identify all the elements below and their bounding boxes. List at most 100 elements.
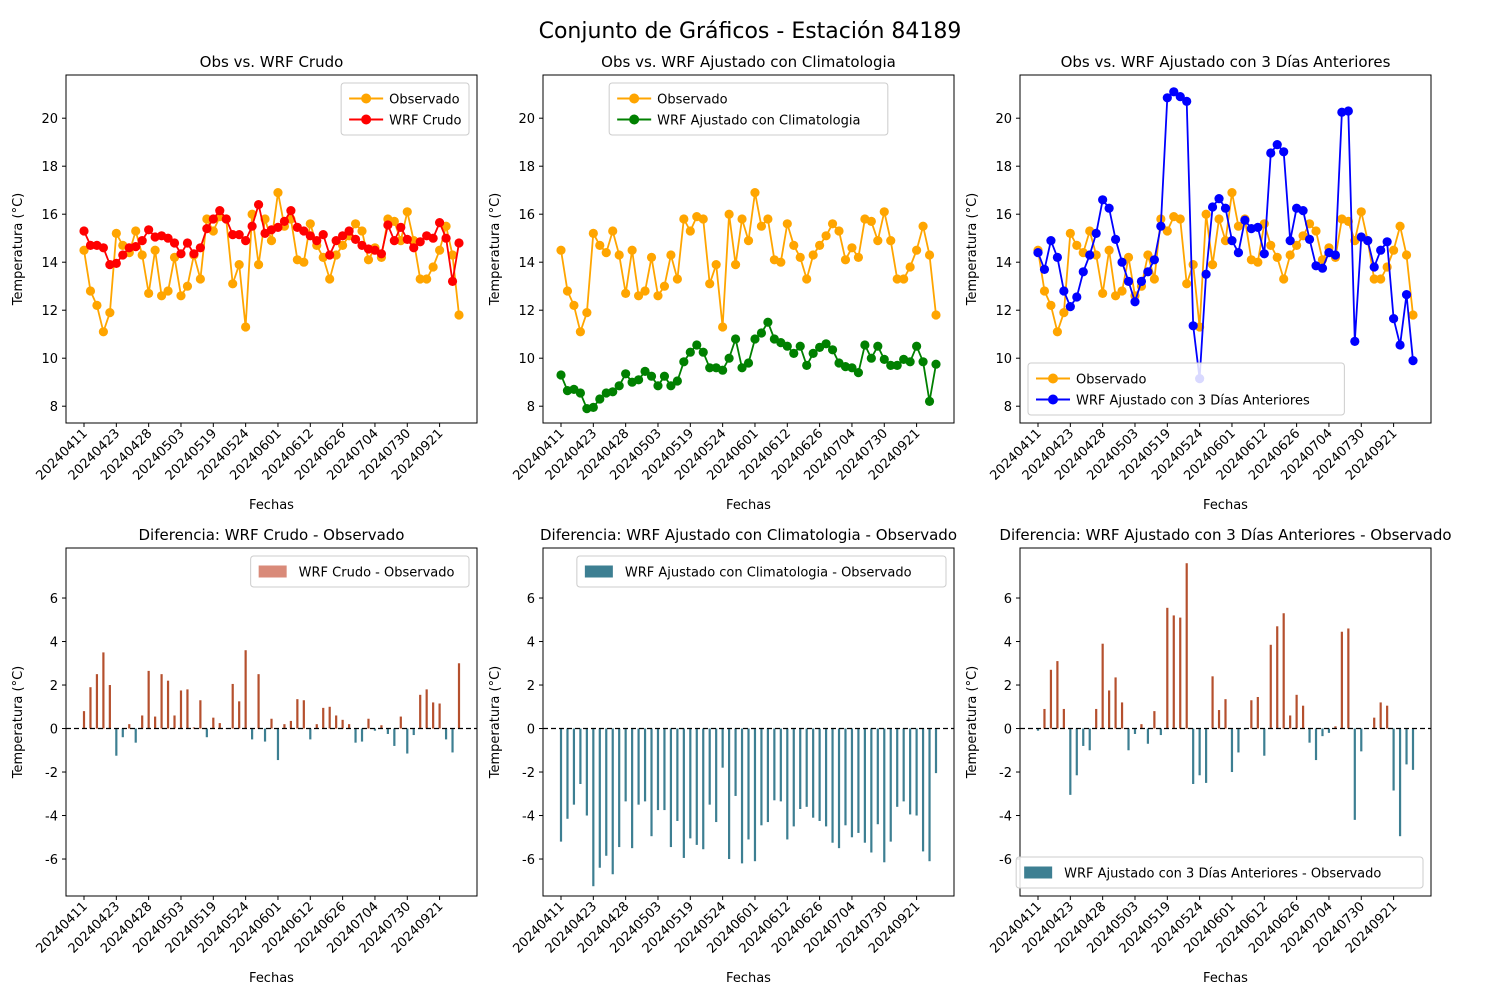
diff-bar — [1411, 728, 1415, 770]
data-point — [698, 347, 708, 357]
data-point — [215, 206, 225, 216]
data-point — [1143, 250, 1153, 260]
diff-bar — [637, 728, 640, 805]
data-point — [614, 250, 624, 260]
diff-bar — [566, 728, 569, 819]
data-point — [1182, 279, 1192, 289]
diff-bar — [618, 728, 621, 848]
diff-bar — [296, 699, 299, 729]
diff-bar — [251, 728, 254, 740]
diff-bar — [1217, 710, 1221, 729]
legend-entry-label: WRF Ajustado con Climatologia - Observad… — [625, 566, 912, 581]
legend-marker — [629, 114, 640, 125]
data-point — [1298, 206, 1308, 216]
data-point — [776, 257, 786, 267]
data-point — [1136, 276, 1147, 286]
diff-bar — [1256, 696, 1259, 729]
data-point — [1220, 203, 1231, 213]
y-tick-label: 10 — [41, 352, 58, 367]
subplot-diff-2: -6-4-20246202404112024042320240428202405… — [488, 526, 957, 986]
y-tick-label: 16 — [41, 208, 58, 223]
diff-bar — [799, 728, 802, 809]
data-point — [653, 291, 663, 301]
diff-bar — [792, 728, 795, 827]
data-point — [85, 240, 96, 250]
data-point — [763, 214, 773, 224]
y-tick-label: 14 — [995, 256, 1012, 271]
diff-bar — [702, 728, 705, 850]
data-point — [363, 255, 374, 265]
diff-bar — [682, 728, 685, 858]
data-point — [582, 308, 592, 318]
data-point — [338, 240, 348, 250]
x-axis-label: Fechas — [1203, 498, 1248, 513]
data-point — [614, 381, 624, 391]
data-point — [415, 274, 425, 284]
diff-bar — [283, 724, 286, 729]
diff-bar — [263, 728, 267, 742]
diff-bar — [1049, 669, 1053, 729]
data-point — [827, 219, 838, 229]
diff-bar — [1172, 615, 1175, 729]
data-point — [808, 348, 818, 358]
diff-bar — [1392, 728, 1395, 791]
data-point — [679, 357, 689, 367]
diff-bar — [276, 728, 280, 761]
diff-bar — [134, 728, 137, 743]
data-point — [1072, 292, 1082, 302]
y-tick-label: 6 — [527, 592, 535, 607]
data-point — [92, 300, 102, 310]
data-point — [1304, 234, 1315, 244]
data-point — [1162, 226, 1172, 236]
data-point — [1169, 87, 1179, 97]
data-point — [1408, 356, 1418, 366]
data-point — [208, 214, 218, 224]
data-point — [815, 240, 825, 250]
data-point — [685, 226, 695, 236]
data-point — [931, 359, 941, 369]
diff-bar — [844, 728, 847, 826]
data-point — [1130, 297, 1140, 307]
data-point — [131, 242, 141, 252]
diff-bar — [857, 728, 860, 833]
diff-bar — [896, 728, 899, 807]
diff-bar — [598, 728, 601, 868]
diff-bar — [1379, 702, 1382, 729]
data-point — [1279, 147, 1289, 157]
data-point — [1162, 93, 1172, 103]
diff-bar — [373, 728, 377, 731]
data-point — [743, 358, 754, 368]
diff-bar — [1108, 690, 1111, 729]
data-point — [873, 236, 883, 246]
data-point — [1046, 300, 1056, 310]
data-point — [1376, 245, 1386, 255]
diff-bar — [1166, 607, 1169, 729]
diff-bar — [921, 728, 925, 852]
diff-bar — [444, 728, 448, 740]
diff-bar — [425, 689, 428, 729]
data-point — [924, 250, 935, 260]
data-point — [653, 381, 663, 391]
diff-bar — [1224, 699, 1227, 729]
diff-bar — [166, 680, 170, 729]
data-point — [1285, 236, 1295, 246]
diff-bar — [1114, 677, 1117, 729]
data-point — [331, 250, 341, 260]
legend-box — [1015, 856, 1424, 889]
diff-bar — [244, 650, 247, 729]
diff-bar — [656, 728, 660, 811]
diff-bar — [1036, 728, 1040, 731]
data-point — [98, 327, 108, 337]
data-point — [221, 214, 231, 224]
data-point — [318, 230, 328, 240]
data-point — [633, 291, 644, 301]
data-point — [1117, 286, 1127, 296]
diff-bar — [302, 700, 305, 729]
data-point — [1117, 257, 1127, 267]
y-tick-label: 8 — [50, 400, 58, 415]
diff-bar — [386, 728, 389, 734]
x-axis-label: Fechas — [249, 971, 294, 986]
data-point — [1201, 269, 1211, 279]
figure-title: Conjunto de Gráficos - Estación 84189 — [539, 19, 962, 44]
data-point — [802, 274, 812, 284]
